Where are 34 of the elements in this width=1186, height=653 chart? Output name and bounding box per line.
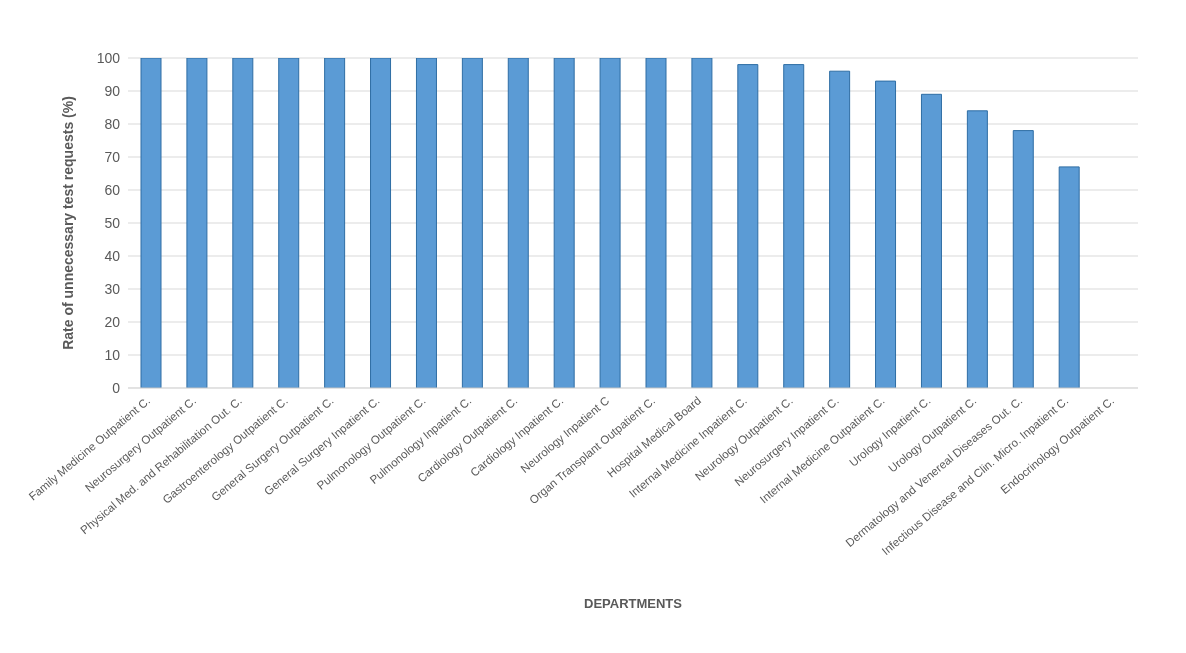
bar xyxy=(829,70,851,388)
bar xyxy=(278,58,300,388)
y-tick-label: 90 xyxy=(104,82,121,99)
y-tick-label: 20 xyxy=(104,313,121,330)
bar xyxy=(645,58,667,388)
y-tick-label: 80 xyxy=(104,115,121,132)
bar xyxy=(875,80,897,388)
y-tick-label: 60 xyxy=(104,181,121,198)
bar xyxy=(370,58,392,388)
bar xyxy=(232,58,254,388)
bar xyxy=(1012,130,1034,388)
y-tick-label: 70 xyxy=(104,148,121,165)
bar xyxy=(140,58,162,388)
bar xyxy=(737,64,759,388)
bar xyxy=(507,58,529,388)
bar xyxy=(324,58,346,388)
bar xyxy=(415,58,437,388)
bar xyxy=(1058,166,1080,388)
bar xyxy=(691,58,713,388)
bar xyxy=(553,58,575,388)
y-tick-label: 10 xyxy=(104,346,121,363)
x-axis-title: DEPARTMENTS xyxy=(584,596,683,611)
bar xyxy=(599,58,621,388)
bar xyxy=(783,64,805,388)
y-tick-label: 50 xyxy=(104,214,121,231)
y-tick-label: 0 xyxy=(112,379,121,396)
y-tick-label: 30 xyxy=(104,280,121,297)
bar xyxy=(966,110,988,388)
bar xyxy=(920,93,942,388)
y-tick-label: 100 xyxy=(96,49,121,66)
bar xyxy=(461,58,483,388)
bar xyxy=(186,58,208,388)
y-tick-label: 40 xyxy=(104,247,121,264)
y-axis-title: Rate of unnecessary test requests (%) xyxy=(59,96,76,350)
